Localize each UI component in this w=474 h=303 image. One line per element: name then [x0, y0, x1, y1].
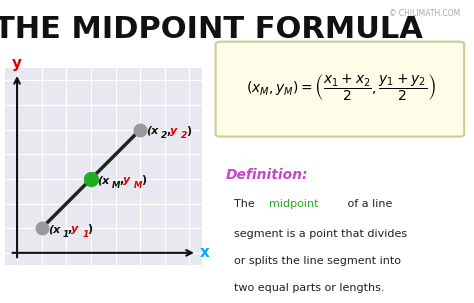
Text: y: y	[12, 55, 22, 71]
Text: segment is a point that divides: segment is a point that divides	[234, 229, 407, 239]
Text: 1: 1	[82, 230, 89, 239]
Text: x: x	[199, 245, 209, 260]
Text: THE MIDPOINT FORMULA: THE MIDPOINT FORMULA	[0, 15, 423, 44]
Text: M: M	[112, 181, 120, 190]
Text: ,: ,	[166, 126, 170, 136]
Text: $(x_M, y_M) = \left(\dfrac{x_1 + x_2}{2},\dfrac{y_1 + y_2}{2}\right)$: $(x_M, y_M) = \left(\dfrac{x_1 + x_2}{2}…	[246, 72, 436, 103]
Text: ): )	[141, 175, 146, 185]
Text: y: y	[123, 175, 130, 185]
Text: of a line: of a line	[344, 199, 392, 209]
FancyBboxPatch shape	[216, 42, 464, 137]
Text: (x: (x	[97, 175, 109, 185]
Text: 2: 2	[161, 132, 167, 140]
Text: M: M	[134, 181, 142, 190]
Text: The: The	[234, 199, 258, 209]
Text: ,: ,	[68, 225, 72, 235]
Text: y: y	[71, 225, 79, 235]
Text: 1: 1	[63, 230, 69, 239]
Text: ): )	[87, 225, 92, 235]
Text: (x: (x	[146, 126, 159, 136]
Text: Definition:: Definition:	[226, 168, 309, 182]
Text: ,: ,	[119, 175, 124, 185]
Text: (x: (x	[48, 225, 60, 235]
Text: two equal parts or lengths.: two equal parts or lengths.	[234, 283, 384, 293]
Text: or splits the line segment into: or splits the line segment into	[234, 256, 401, 266]
Text: © CHILIMATH.COM: © CHILIMATH.COM	[389, 9, 460, 18]
Text: ): )	[186, 126, 191, 136]
Text: midpoint: midpoint	[269, 199, 319, 209]
Text: y: y	[170, 126, 177, 136]
Text: 2: 2	[181, 132, 187, 140]
